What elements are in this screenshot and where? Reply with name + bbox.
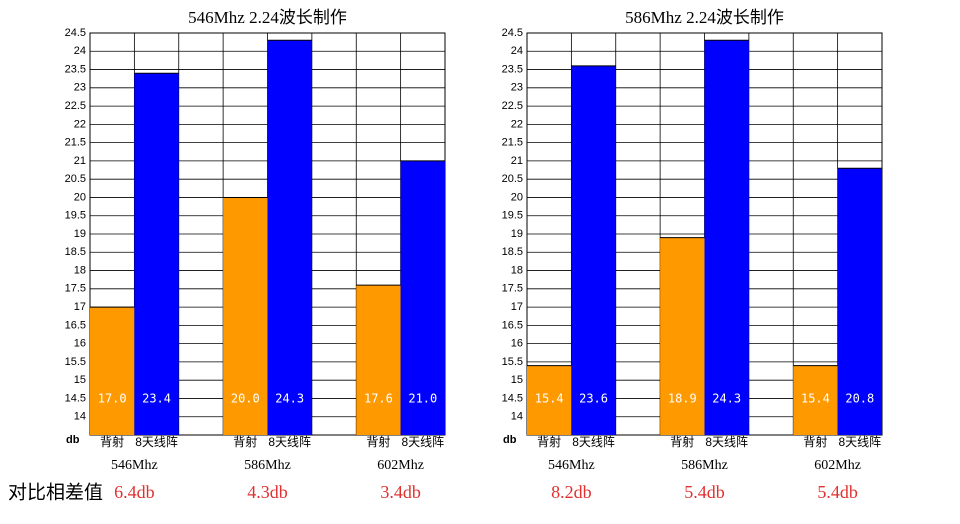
series-label: 背射 — [366, 434, 390, 449]
series-label: 背射 — [670, 434, 694, 449]
bar — [223, 197, 268, 435]
bar — [400, 160, 445, 435]
value-label: 21.0 — [408, 392, 437, 406]
value-label: 18.9 — [668, 392, 697, 406]
y-tick-label: 15.5 — [502, 356, 523, 368]
chart-title: 546Mhz 2.24波长制作 — [188, 8, 347, 27]
y-tick-label: 19.5 — [502, 210, 523, 222]
y-tick-label: 19.5 — [65, 210, 86, 222]
y-axis-label: db — [503, 434, 517, 446]
series-label: 8天线阵 — [838, 435, 881, 449]
y-tick-label: 20 — [511, 191, 523, 203]
difference-label: 8.2db — [551, 482, 592, 502]
y-tick-label: 19 — [511, 228, 523, 240]
y-tick-label: 17.5 — [502, 283, 523, 295]
difference-label: 5.4db — [817, 482, 858, 502]
x-tick-label: 546Mhz — [548, 458, 595, 473]
series-label: 8天线阵 — [135, 435, 178, 449]
y-tick-label: 16.5 — [65, 319, 86, 331]
value-label: 17.6 — [364, 392, 393, 406]
y-tick-label: 14 — [511, 411, 523, 423]
y-tick-label: 16 — [511, 338, 523, 350]
x-tick-label: 602Mhz — [377, 458, 424, 473]
y-tick-label: 15 — [511, 374, 523, 386]
x-tick-label: 586Mhz — [244, 458, 291, 473]
y-tick-label: 20.5 — [502, 173, 523, 185]
series-label: 背射 — [803, 434, 827, 449]
y-tick-label: 21 — [511, 155, 523, 167]
bar — [571, 65, 616, 436]
y-tick-label: 14 — [74, 411, 86, 423]
y-axis-label: db — [66, 434, 80, 446]
value-label: 15.4 — [801, 392, 830, 406]
bar — [134, 73, 179, 435]
y-tick-label: 24 — [74, 45, 86, 57]
y-tick-label: 23.5 — [65, 63, 86, 75]
y-tick-label: 17.5 — [65, 283, 86, 295]
y-tick-label: 24.5 — [65, 27, 86, 39]
value-label: 23.4 — [142, 392, 171, 406]
series-label: 背射 — [537, 434, 561, 449]
y-tick-label: 24 — [511, 45, 523, 57]
value-label: 23.6 — [579, 392, 608, 406]
y-tick-label: 18 — [74, 264, 86, 276]
y-tick-label: 21 — [74, 155, 86, 167]
bar — [704, 40, 749, 436]
y-tick-label: 14.5 — [65, 392, 86, 404]
x-tick-label: 586Mhz — [681, 458, 728, 473]
y-tick-label: 16.5 — [502, 319, 523, 331]
difference-label: 5.4db — [684, 482, 725, 502]
y-tick-label: 22.5 — [502, 100, 523, 112]
difference-label: 4.3db — [247, 482, 288, 502]
bar — [267, 40, 312, 436]
x-tick-label: 602Mhz — [814, 458, 861, 473]
y-tick-label: 19 — [74, 228, 86, 240]
y-tick-label: 18.5 — [65, 246, 86, 258]
x-tick-label: 546Mhz — [111, 458, 158, 473]
value-label: 24.3 — [275, 392, 304, 406]
bar — [90, 307, 135, 435]
y-tick-label: 22 — [74, 118, 86, 130]
y-tick-label: 23.5 — [502, 63, 523, 75]
value-label: 15.4 — [535, 392, 564, 406]
y-tick-label: 17 — [511, 301, 523, 313]
value-label: 20.0 — [231, 392, 260, 406]
y-tick-label: 16 — [74, 338, 86, 350]
bar — [660, 237, 705, 435]
y-tick-label: 20 — [74, 191, 86, 203]
y-tick-label: 23 — [74, 82, 86, 94]
y-tick-label: 20.5 — [65, 173, 86, 185]
bar — [356, 285, 401, 435]
row-label: 对比相差值 — [8, 481, 103, 503]
y-tick-label: 23 — [511, 82, 523, 94]
difference-label: 6.4db — [114, 482, 155, 502]
chart-title: 586Mhz 2.24波长制作 — [625, 8, 784, 27]
value-label: 17.0 — [98, 392, 127, 406]
bar — [837, 168, 882, 435]
y-tick-label: 18.5 — [502, 246, 523, 258]
bar — [527, 365, 572, 435]
y-tick-label: 21.5 — [502, 137, 523, 149]
series-label: 8天线阵 — [705, 435, 748, 449]
y-tick-label: 22 — [511, 118, 523, 130]
difference-label: 3.4db — [380, 482, 421, 502]
y-tick-label: 15 — [74, 374, 86, 386]
series-label: 背射 — [100, 434, 124, 449]
value-label: 20.8 — [845, 392, 874, 406]
series-label: 背射 — [233, 434, 257, 449]
y-tick-label: 21.5 — [65, 137, 86, 149]
y-tick-label: 14.5 — [502, 392, 523, 404]
y-tick-label: 18 — [511, 264, 523, 276]
series-label: 8天线阵 — [401, 435, 444, 449]
y-tick-label: 15.5 — [65, 356, 86, 368]
value-label: 24.3 — [712, 392, 741, 406]
y-tick-label: 22.5 — [65, 100, 86, 112]
y-tick-label: 17 — [74, 301, 86, 313]
series-label: 8天线阵 — [572, 435, 615, 449]
bar — [793, 365, 838, 435]
y-tick-label: 24.5 — [502, 27, 523, 39]
series-label: 8天线阵 — [268, 435, 311, 449]
